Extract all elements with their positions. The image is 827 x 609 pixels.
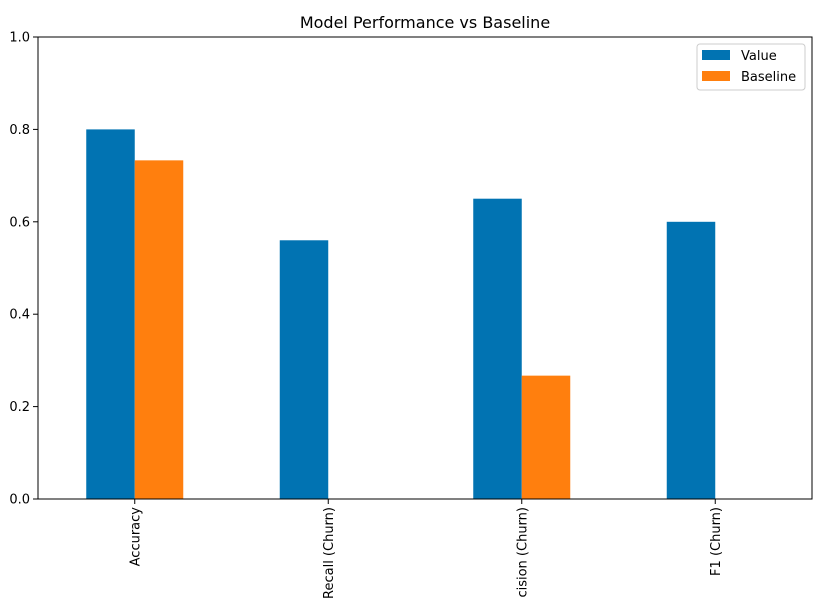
y-tick-label: 0.6 [9, 215, 30, 230]
legend-label-value: Value [741, 49, 777, 64]
x-tick-label: F1 (Churn) [709, 507, 724, 576]
bar-value-3 [666, 221, 716, 500]
legend-swatch-baseline [702, 71, 730, 81]
y-tick-label: 0.8 [9, 123, 30, 138]
bar-value-0 [86, 129, 135, 499]
bar-baseline-0 [134, 160, 184, 499]
y-tick-label: 0.4 [9, 308, 30, 323]
chart-title: Model Performance vs Baseline [300, 13, 550, 32]
bar-value-1 [279, 240, 329, 499]
x-tick-label: Precision (Churn) [515, 507, 530, 609]
x-tick-label: Recall (Churn) [322, 507, 337, 599]
legend: Value Baseline [696, 43, 806, 91]
legend-label-baseline: Baseline [741, 70, 796, 85]
legend-swatch-value [702, 50, 730, 60]
plot-area-frame [37, 36, 813, 500]
bar-value-2 [473, 198, 522, 499]
y-tick-label: 1.0 [9, 31, 30, 46]
y-tick-label: 0.0 [9, 493, 30, 508]
bar-baseline-2 [521, 375, 571, 499]
x-tick-label: Accuracy [128, 507, 143, 567]
y-tick-label: 0.2 [9, 400, 30, 415]
